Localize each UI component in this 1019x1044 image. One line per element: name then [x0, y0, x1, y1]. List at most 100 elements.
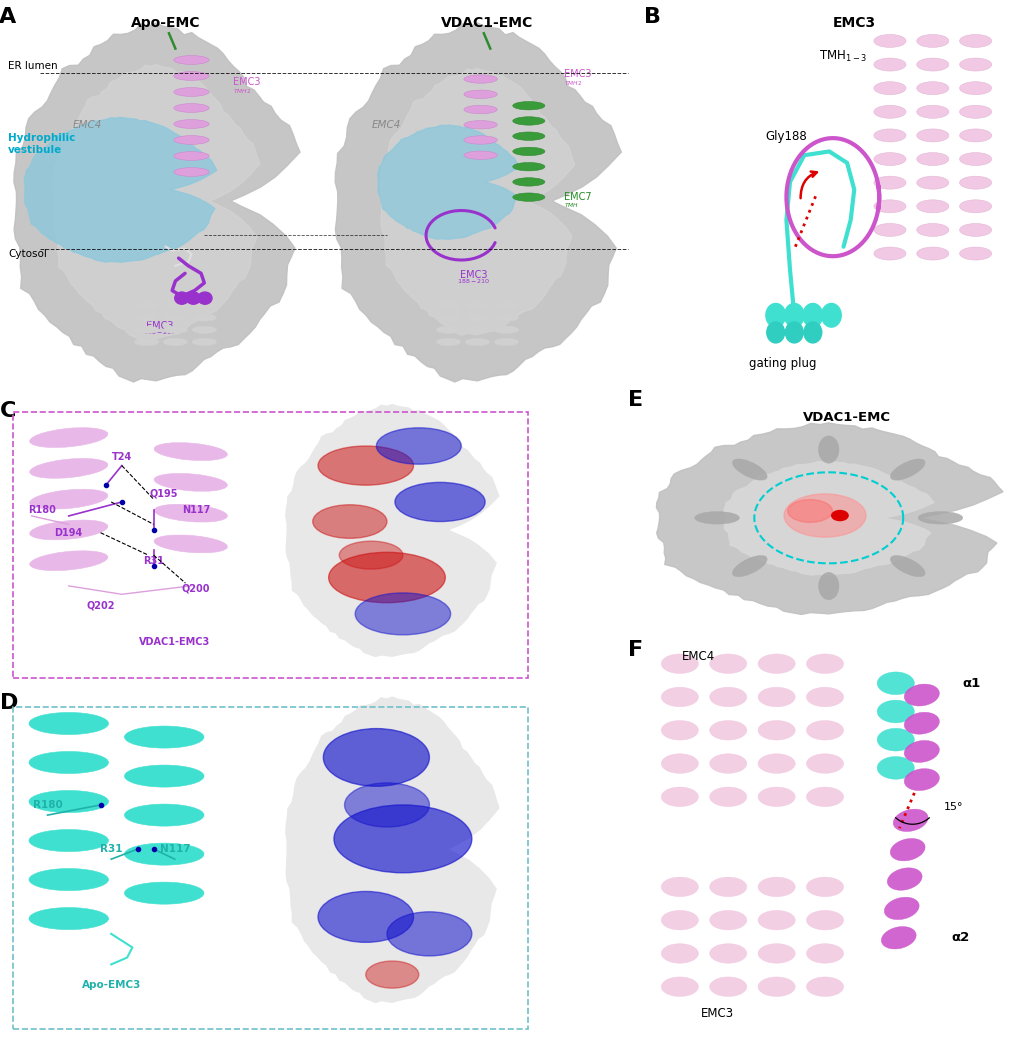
Ellipse shape [513, 163, 544, 171]
Ellipse shape [163, 302, 187, 309]
Ellipse shape [318, 446, 413, 485]
Ellipse shape [876, 672, 913, 694]
Ellipse shape [757, 687, 795, 707]
Ellipse shape [464, 105, 497, 114]
Ellipse shape [173, 55, 209, 65]
Ellipse shape [513, 177, 544, 186]
Ellipse shape [660, 754, 698, 774]
Text: $^{TMH2}$: $^{TMH2}$ [233, 89, 252, 97]
Ellipse shape [464, 151, 497, 160]
Ellipse shape [890, 459, 924, 480]
Ellipse shape [660, 720, 698, 740]
Ellipse shape [876, 701, 913, 722]
Text: VDAC1-EMC: VDAC1-EMC [440, 16, 533, 30]
Ellipse shape [163, 314, 187, 322]
Text: Q195: Q195 [150, 489, 178, 499]
Ellipse shape [916, 81, 948, 95]
Ellipse shape [163, 338, 187, 346]
Ellipse shape [328, 552, 445, 602]
Polygon shape [53, 65, 260, 339]
Text: $^{188-210}$: $^{188-210}$ [457, 279, 490, 287]
Ellipse shape [436, 326, 461, 333]
Ellipse shape [192, 314, 216, 322]
Ellipse shape [732, 459, 766, 480]
Ellipse shape [806, 977, 843, 996]
Text: α2: α2 [951, 931, 969, 944]
Ellipse shape [436, 302, 461, 309]
Text: Apo-EMC3: Apo-EMC3 [82, 979, 141, 990]
Ellipse shape [464, 90, 497, 98]
Ellipse shape [29, 790, 108, 812]
Ellipse shape [904, 712, 938, 734]
Text: EMC3: EMC3 [832, 16, 875, 30]
Ellipse shape [313, 504, 386, 539]
Ellipse shape [916, 34, 948, 47]
Ellipse shape [709, 787, 746, 807]
Ellipse shape [959, 152, 990, 166]
Ellipse shape [784, 494, 865, 538]
Ellipse shape [916, 223, 948, 236]
Ellipse shape [198, 292, 212, 304]
Ellipse shape [29, 712, 108, 735]
Ellipse shape [766, 322, 784, 342]
Ellipse shape [890, 838, 924, 861]
Text: R31: R31 [143, 555, 164, 566]
Ellipse shape [784, 304, 803, 327]
Text: D: D [0, 693, 18, 713]
Ellipse shape [873, 176, 905, 189]
Ellipse shape [465, 302, 489, 309]
Ellipse shape [959, 199, 990, 213]
Ellipse shape [873, 81, 905, 95]
Ellipse shape [186, 292, 201, 304]
Ellipse shape [959, 81, 990, 95]
Ellipse shape [806, 720, 843, 740]
Ellipse shape [802, 304, 822, 327]
Text: EMC4: EMC4 [371, 120, 400, 129]
Ellipse shape [513, 193, 544, 201]
Ellipse shape [757, 720, 795, 740]
Ellipse shape [436, 338, 461, 346]
Ellipse shape [765, 304, 785, 327]
Ellipse shape [173, 103, 209, 113]
Ellipse shape [154, 443, 227, 460]
Ellipse shape [873, 199, 905, 213]
Ellipse shape [366, 960, 419, 988]
Ellipse shape [916, 176, 948, 189]
Text: ER lumen: ER lumen [8, 61, 58, 71]
Ellipse shape [959, 34, 990, 47]
Text: Gly188: Gly188 [764, 129, 806, 143]
Polygon shape [285, 405, 498, 657]
Text: $^{TMH2}$: $^{TMH2}$ [564, 80, 582, 90]
Ellipse shape [124, 765, 204, 787]
Ellipse shape [660, 687, 698, 707]
Ellipse shape [30, 551, 108, 571]
Ellipse shape [493, 302, 518, 309]
Ellipse shape [959, 128, 990, 142]
Ellipse shape [757, 910, 795, 930]
Text: EMC7: EMC7 [564, 192, 591, 203]
Ellipse shape [124, 882, 204, 904]
Text: EMC3: EMC3 [700, 1007, 733, 1020]
Ellipse shape [173, 88, 209, 96]
Ellipse shape [465, 314, 489, 322]
Text: A: A [0, 6, 16, 27]
Ellipse shape [709, 977, 746, 996]
Ellipse shape [709, 720, 746, 740]
Ellipse shape [709, 877, 746, 897]
Ellipse shape [757, 754, 795, 774]
Ellipse shape [173, 136, 209, 144]
Text: $^{TMH}$: $^{TMH}$ [564, 203, 579, 211]
Ellipse shape [904, 684, 938, 706]
Text: EMC4: EMC4 [681, 650, 714, 663]
Polygon shape [14, 23, 300, 382]
Text: R180: R180 [29, 505, 56, 516]
Ellipse shape [660, 654, 698, 673]
Ellipse shape [757, 977, 795, 996]
Ellipse shape [917, 512, 962, 524]
Ellipse shape [873, 105, 905, 118]
Ellipse shape [660, 877, 698, 897]
Ellipse shape [174, 292, 189, 304]
Ellipse shape [323, 729, 429, 786]
Ellipse shape [916, 247, 948, 260]
Ellipse shape [883, 897, 918, 920]
